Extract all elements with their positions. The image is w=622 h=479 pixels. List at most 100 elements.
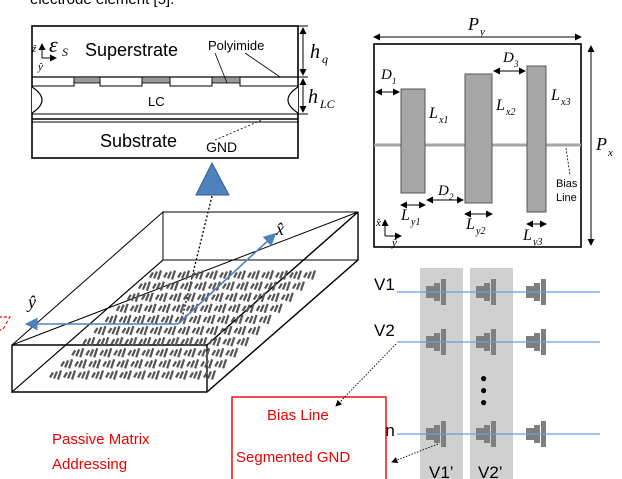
array-dipole [277,283,283,290]
array-dipole [292,271,299,279]
array-dipole [144,360,150,367]
d1-label: D [380,67,392,83]
dipole-1 [400,88,426,194]
array-dipole [159,348,165,357]
array-dipole [231,304,237,313]
array-dipole [241,305,247,312]
array-dipole [229,281,235,291]
array-dipole [152,271,159,279]
array-dipole [96,338,102,345]
bias-line-label-1: Bias [556,178,578,190]
array-dipole [119,304,125,313]
array-dipole [306,271,313,279]
array-dipole [132,316,138,323]
array-dipole [186,293,192,302]
array-dipole [201,281,207,291]
bias-line-label-2: Line [556,192,577,204]
lx2-label: L [495,97,505,114]
array-dipole [64,359,70,368]
array-dipole [248,315,254,324]
array-dipole [135,347,141,358]
array-dipole [156,270,163,280]
array-dipole [169,349,175,356]
array-dipole [171,325,177,336]
array-dipole [230,336,236,347]
array-dipole [259,304,265,313]
d2-subscript: 2 [449,192,454,202]
array-dipole [119,371,124,379]
array-dipole [184,270,191,280]
bias-line-pointer [335,343,397,407]
array-dipole [121,347,127,358]
array-dipole [242,293,248,302]
array-dipole [136,315,142,324]
array-dipole [291,283,297,290]
array-dipole [236,271,243,279]
array-dipole [273,304,279,313]
array-dipole [162,359,168,368]
array-dipole [217,304,223,313]
array-dipole [136,371,143,379]
array-dipole [137,283,143,290]
array-dipole [125,326,131,335]
py-subscript: y [479,26,485,38]
array-dipole [126,294,132,301]
array-dipole [197,349,203,356]
array-dipole [233,271,238,279]
array-dipole [82,338,88,345]
array-dipole [196,370,203,380]
array-dipole [163,347,169,358]
unit-cell: P y P x D 1 D 3 D 2 L x1 L x2 L x3 L y1 … [373,14,613,249]
array-dipole [149,327,155,334]
array-dipole [93,347,99,358]
array-dipole [199,325,205,336]
array-dipole [164,371,171,379]
array-dipole [111,326,117,335]
array-dipole [210,294,216,301]
array-dipole [93,327,99,334]
array-dipole [56,370,63,380]
d3-subscript: 3 [513,59,519,69]
array-dipole [195,326,201,335]
array-dipole [163,271,168,279]
array-dipole [194,271,201,279]
array-dipole [204,359,210,368]
array-dipole [211,282,217,291]
d2-label: D [437,183,449,199]
array-dipole [155,282,161,291]
array-dipole [116,360,122,367]
array-dipole [108,371,115,379]
ly3-label: L [522,227,532,244]
array-dipole [303,271,308,279]
array-dipole [101,325,107,336]
array-dipole [104,336,110,347]
array-dipole [182,370,189,380]
array-dipole [150,315,156,324]
array-dipole [107,327,113,334]
array-dipole [216,336,222,347]
array-axis-y-label: ŷ [26,292,36,312]
array-dipole [194,338,200,345]
array-dipole [176,292,182,303]
array-dipole [189,371,194,379]
array-dipole [89,348,95,357]
array-dipole [88,360,94,367]
array-dipole [208,359,214,369]
array-dipole [133,304,139,313]
array-dipole [85,349,91,356]
array-dipole [107,347,113,358]
axis-y-label: ŷ [37,61,43,73]
array-dipole [180,338,186,345]
array-dipole [225,349,231,356]
polyimide-label: Polyimide [208,38,264,53]
array-dipole [266,314,272,325]
array-dipole [181,326,187,335]
array-dipole [208,338,214,345]
array-dipole [250,271,257,279]
array-dipole [121,327,127,334]
array-dipole [160,336,166,347]
array-dipole [118,316,124,323]
array-dipole [224,294,230,301]
array-dipole [126,314,132,325]
col-label-v2p: V2’ [478,463,503,479]
